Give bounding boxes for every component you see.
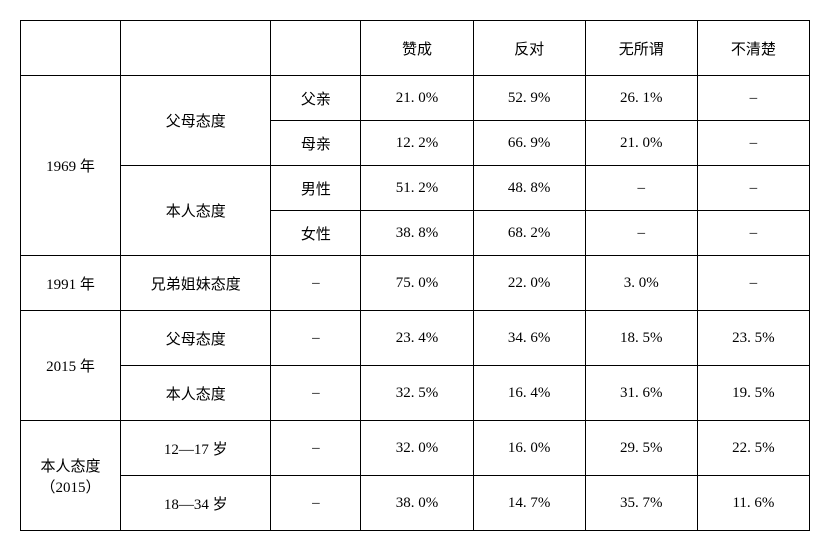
cell: 11. 6% (697, 476, 809, 531)
sub-mother: 母亲 (271, 121, 361, 166)
cell: 35. 7% (585, 476, 697, 531)
year-1991: 1991 年 (21, 256, 121, 311)
attitude-self-1969: 本人态度 (121, 166, 271, 256)
cell: – (697, 121, 809, 166)
cell: – (697, 76, 809, 121)
header-unclear: 不清楚 (697, 21, 809, 76)
cell: 26. 1% (585, 76, 697, 121)
attitude-parent-1969: 父母态度 (121, 76, 271, 166)
header-approve: 赞成 (361, 21, 473, 76)
self2015-line2: （2015） (41, 480, 101, 496)
age-group-2: 18—34 岁 (121, 476, 271, 531)
cell: – (585, 166, 697, 211)
header-blank-2 (121, 21, 271, 76)
attitude-table: 赞成 反对 无所谓 不清楚 1969 年 父母态度 父亲 21. 0% 52. … (20, 20, 810, 531)
cell: – (697, 256, 809, 311)
cell: 32. 0% (361, 421, 473, 476)
sub-g1: – (271, 421, 361, 476)
cell: 16. 4% (473, 366, 585, 421)
header-blank-3 (271, 21, 361, 76)
cell: – (585, 211, 697, 256)
age-group-1: 12—17 岁 (121, 421, 271, 476)
cell: 29. 5% (585, 421, 697, 476)
sub-male: 男性 (271, 166, 361, 211)
cell: 23. 5% (697, 311, 809, 366)
cell: 22. 0% (473, 256, 585, 311)
cell: 3. 0% (585, 256, 697, 311)
cell: – (697, 166, 809, 211)
cell: 18. 5% (585, 311, 697, 366)
header-indiff: 无所谓 (585, 21, 697, 76)
row-1969-male: 本人态度 男性 51. 2% 48. 8% – – (21, 166, 810, 211)
cell: 21. 0% (585, 121, 697, 166)
year-self-2015: 本人态度 （2015） (21, 421, 121, 531)
cell: 38. 0% (361, 476, 473, 531)
self2015-line1: 本人态度 (41, 459, 101, 475)
sub-2015-parent: – (271, 311, 361, 366)
cell: 66. 9% (473, 121, 585, 166)
row-2015-parent: 2015 年 父母态度 – 23. 4% 34. 6% 18. 5% 23. 5… (21, 311, 810, 366)
attitude-self-2015: 本人态度 (121, 366, 271, 421)
year-1969: 1969 年 (21, 76, 121, 256)
sub-2015-self: – (271, 366, 361, 421)
header-blank-1 (21, 21, 121, 76)
cell: – (697, 211, 809, 256)
row-1991: 1991 年 兄弟姐妹态度 – 75. 0% 22. 0% 3. 0% – (21, 256, 810, 311)
cell: 48. 8% (473, 166, 585, 211)
cell: 68. 2% (473, 211, 585, 256)
sub-female: 女性 (271, 211, 361, 256)
table-header-row: 赞成 反对 无所谓 不清楚 (21, 21, 810, 76)
row-1969-father: 1969 年 父母态度 父亲 21. 0% 52. 9% 26. 1% – (21, 76, 810, 121)
cell: 19. 5% (697, 366, 809, 421)
row-self2015-g1: 本人态度 （2015） 12—17 岁 – 32. 0% 16. 0% 29. … (21, 421, 810, 476)
cell: 14. 7% (473, 476, 585, 531)
cell: 12. 2% (361, 121, 473, 166)
cell: 38. 8% (361, 211, 473, 256)
sub-1991: – (271, 256, 361, 311)
sub-g2: – (271, 476, 361, 531)
row-self2015-g2: 18—34 岁 – 38. 0% 14. 7% 35. 7% 11. 6% (21, 476, 810, 531)
cell: 32. 5% (361, 366, 473, 421)
row-2015-self: 本人态度 – 32. 5% 16. 4% 31. 6% 19. 5% (21, 366, 810, 421)
cell: 52. 9% (473, 76, 585, 121)
cell: 16. 0% (473, 421, 585, 476)
cell: 21. 0% (361, 76, 473, 121)
attitude-sibling-1991: 兄弟姐妹态度 (121, 256, 271, 311)
cell: 34. 6% (473, 311, 585, 366)
cell: 23. 4% (361, 311, 473, 366)
cell: 22. 5% (697, 421, 809, 476)
cell: 31. 6% (585, 366, 697, 421)
header-oppose: 反对 (473, 21, 585, 76)
attitude-parent-2015: 父母态度 (121, 311, 271, 366)
year-2015: 2015 年 (21, 311, 121, 421)
cell: 75. 0% (361, 256, 473, 311)
sub-father: 父亲 (271, 76, 361, 121)
cell: 51. 2% (361, 166, 473, 211)
